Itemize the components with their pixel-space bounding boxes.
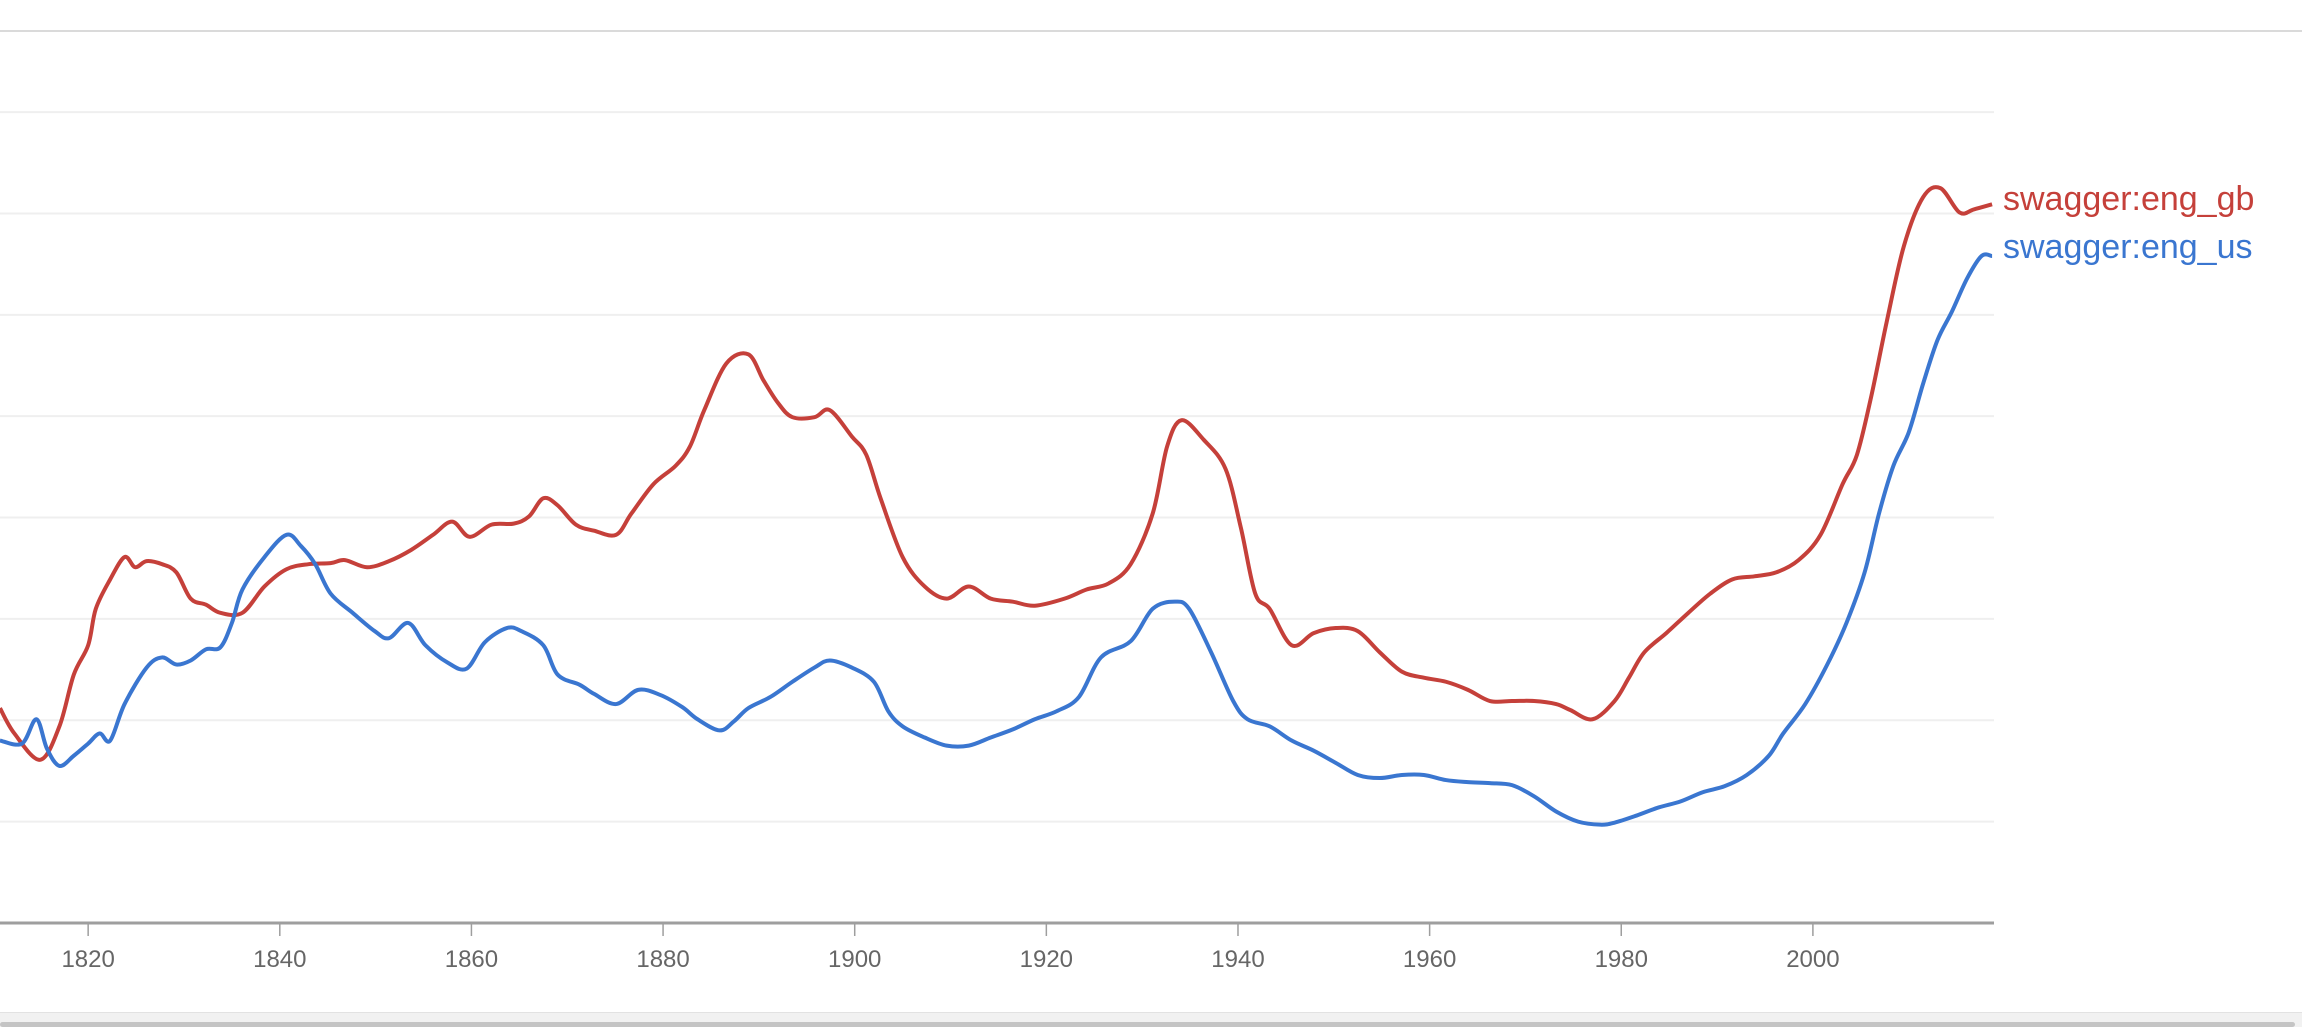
x-tick-label: 1820 [61, 946, 114, 973]
x-tick-label: 1960 [1403, 946, 1456, 973]
x-axis: 1820 1840 1860 1880 1900 1920 1940 1960 1980 2000 [0, 921, 1994, 973]
horizontal-scrollbar[interactable] [0, 1012, 2302, 1027]
x-tick-label: 1900 [828, 946, 881, 973]
scrollbar-thumb[interactable] [0, 1022, 2295, 1027]
x-tick-label: 1840 [253, 946, 306, 973]
x-tick-label: 1940 [1211, 946, 1264, 973]
x-tick-label: 1880 [636, 946, 689, 973]
series-label[interactable]: swagger:eng_us [2003, 228, 2253, 266]
x-tick-label: 1980 [1595, 946, 1648, 973]
x-tick-label: 1860 [445, 946, 498, 973]
x-tick-label: 2000 [1786, 946, 1839, 973]
series-line-swagger-eng-us[interactable] [0, 252, 1993, 827]
gridlines [0, 111, 1994, 823]
series-line-swagger-eng-gb[interactable] [0, 185, 1993, 762]
series-lines [0, 185, 1993, 827]
series-labels: swagger:eng_gb swagger:eng_us [2003, 180, 2254, 266]
series-label[interactable]: swagger:eng_gb [2003, 180, 2254, 218]
x-tick-label: 1920 [1020, 946, 1073, 973]
